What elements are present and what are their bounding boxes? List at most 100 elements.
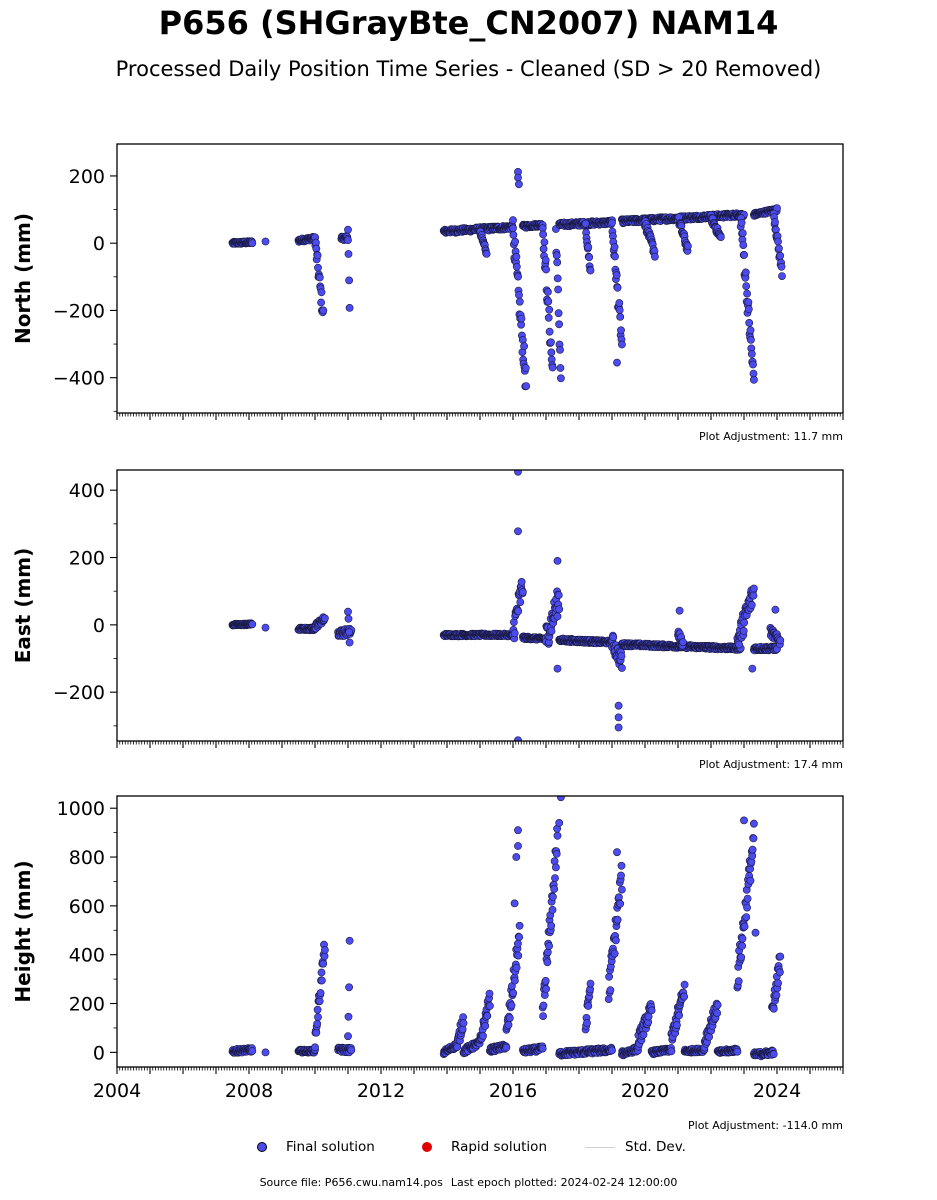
data-point xyxy=(737,218,746,227)
legend-item-final: Final solution xyxy=(257,1137,375,1157)
data-point xyxy=(248,620,257,629)
north-plot-adjustment: Plot Adjustment: 11.7 mm xyxy=(699,430,843,443)
data-point xyxy=(483,1012,492,1020)
data-point xyxy=(776,952,785,961)
data-point xyxy=(344,236,352,244)
x-tick-label: 2016 xyxy=(489,1080,537,1102)
data-point xyxy=(610,243,619,251)
data-point xyxy=(617,871,625,880)
data-point xyxy=(749,834,758,843)
data-point xyxy=(514,951,523,960)
data-point xyxy=(544,297,553,306)
data-point xyxy=(509,224,517,233)
data-point xyxy=(313,251,322,260)
data-point xyxy=(739,627,748,635)
data-point xyxy=(515,291,523,299)
data-point xyxy=(540,238,549,246)
y-tick-label: 600 xyxy=(69,896,105,918)
data-point xyxy=(502,1043,511,1052)
data-point xyxy=(553,258,562,267)
data-point xyxy=(515,933,524,941)
data-point xyxy=(481,1022,490,1030)
x-tick-label: 2012 xyxy=(357,1080,405,1102)
north-series-final xyxy=(228,167,786,391)
x-tick-label: 2004 xyxy=(93,1080,141,1102)
data-point xyxy=(510,899,519,908)
data-point xyxy=(743,903,751,912)
north-panel: −400 −200 0 200 North (mm) Plot Adjustment: 1… xyxy=(11,143,844,443)
data-point xyxy=(311,1043,319,1052)
data-point xyxy=(771,218,779,226)
data-point xyxy=(613,358,621,367)
data-point xyxy=(547,338,555,347)
data-point xyxy=(747,601,756,609)
data-point xyxy=(581,219,590,228)
final-solution-marker-icon xyxy=(257,1142,267,1152)
data-point xyxy=(505,1014,514,1022)
footer-source: Source file: P656.cwu.nam14.pos Last epoc… xyxy=(0,1176,937,1189)
data-point xyxy=(315,273,324,282)
data-point xyxy=(522,382,531,390)
data-point xyxy=(507,1001,516,1010)
data-point xyxy=(618,664,626,672)
data-point xyxy=(512,262,521,271)
data-point xyxy=(769,1004,778,1013)
data-point xyxy=(584,1002,593,1010)
data-point xyxy=(517,578,526,586)
data-point xyxy=(485,1002,494,1010)
data-point xyxy=(769,1050,778,1059)
y-tick-label: 400 xyxy=(69,945,105,967)
chart-title: P656 (SHGrayBte_CN2007) NAM14 xyxy=(158,4,779,42)
data-point xyxy=(738,942,746,950)
x-tick-label: 2008 xyxy=(225,1080,273,1102)
data-point xyxy=(734,977,743,986)
chart-subtitle: Processed Daily Position Time Series - C… xyxy=(115,57,822,81)
data-point xyxy=(774,979,782,987)
data-point xyxy=(313,1020,322,1028)
data-point xyxy=(742,282,751,290)
data-point xyxy=(553,612,562,621)
data-point xyxy=(733,1047,742,1056)
data-point xyxy=(539,1001,548,1010)
data-point xyxy=(684,242,692,250)
data-point xyxy=(514,939,522,948)
data-point xyxy=(737,953,746,962)
data-point xyxy=(515,921,524,930)
data-point xyxy=(750,375,758,384)
data-point xyxy=(740,618,749,627)
data-point xyxy=(344,225,352,234)
east-plot-adjustment: Plot Adjustment: 17.4 mm xyxy=(699,758,843,771)
data-point xyxy=(345,983,353,992)
east-axes-frame xyxy=(116,469,844,742)
data-point xyxy=(516,598,525,606)
data-point xyxy=(344,1012,353,1021)
data-point xyxy=(545,305,554,314)
data-point xyxy=(555,320,563,329)
height-panel: 2004 2008 2012 2016 2020 2024 0 200 400 600 800 100… xyxy=(11,795,844,1132)
data-point xyxy=(679,638,687,647)
last-epoch-label: Last epoch plotted: 2024-02-24 12:00:00 xyxy=(450,1176,678,1189)
data-point xyxy=(616,312,625,321)
data-point xyxy=(739,241,748,249)
data-point xyxy=(511,237,519,246)
y-tick-label: 0 xyxy=(93,233,105,255)
data-point xyxy=(586,979,595,988)
data-point xyxy=(605,972,613,981)
north-y-axis: −400 −200 0 200 xyxy=(53,166,117,412)
data-point xyxy=(550,885,559,893)
data-point xyxy=(509,216,517,225)
east-y-axis-label: East (mm) xyxy=(11,548,35,664)
data-point xyxy=(740,816,748,825)
data-point xyxy=(742,913,751,921)
data-point xyxy=(517,314,526,323)
data-point xyxy=(320,946,329,954)
data-point xyxy=(347,1046,356,1055)
data-point xyxy=(617,326,625,335)
data-point xyxy=(515,297,524,306)
data-point xyxy=(745,318,754,327)
data-point xyxy=(775,244,783,253)
data-point xyxy=(313,1005,322,1014)
data-point xyxy=(547,921,556,930)
data-point xyxy=(717,233,725,241)
data-point xyxy=(541,977,550,985)
